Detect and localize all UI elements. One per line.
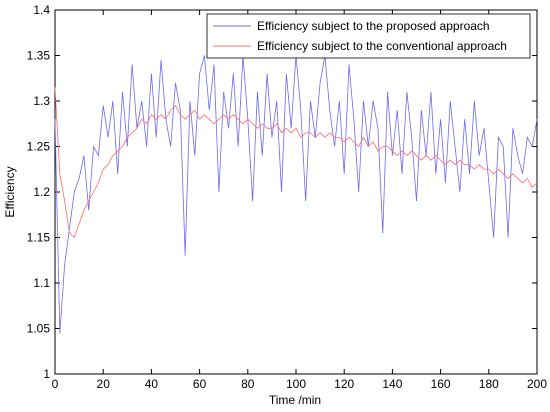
y-tick-label: 1.2: [33, 185, 50, 199]
x-tick-label: 60: [193, 377, 207, 391]
y-tick-label: 1.35: [27, 49, 51, 63]
y-tick-label: 1.15: [27, 231, 51, 245]
y-tick-label: 1: [43, 367, 50, 381]
plot-area: [54, 9, 538, 375]
y-axis-label: Efficiency: [3, 166, 17, 217]
series-line: [54, 87, 538, 239]
x-tick-label: 140: [382, 377, 402, 391]
legend-label: Efficiency subject to the proposed appro…: [257, 19, 490, 33]
x-tick-label: 100: [286, 377, 306, 391]
x-tick-label: 40: [145, 377, 159, 391]
y-tick-label: 1.25: [27, 140, 51, 154]
x-tick-label: 200: [527, 377, 547, 391]
x-tick-label: 0: [52, 377, 59, 391]
x-tick-label: 80: [241, 377, 255, 391]
y-tick-label: 1.05: [27, 322, 51, 336]
x-tick-label: 20: [97, 377, 111, 391]
y-tick-label: 1.4: [33, 3, 50, 17]
legend-label: Efficiency subject to the conventional a…: [257, 39, 507, 53]
y-tick-label: 1.3: [33, 94, 50, 108]
x-tick-label: 160: [431, 377, 451, 391]
legend-box: [206, 13, 531, 59]
x-tick-label: 180: [479, 377, 499, 391]
x-tick-label: 120: [334, 377, 354, 391]
x-axis-label: Time /min: [269, 393, 321, 407]
y-tick-label: 1.1: [33, 276, 50, 290]
